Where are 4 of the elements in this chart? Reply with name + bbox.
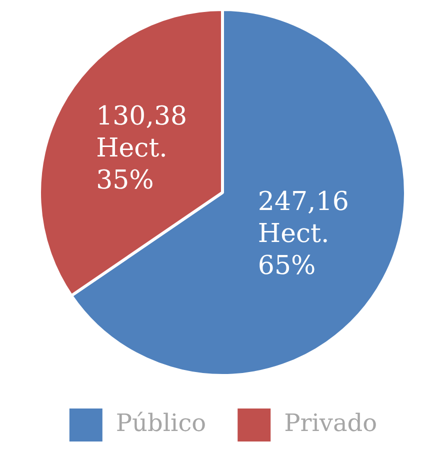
legend-label: Privado (284, 409, 378, 438)
legend-label: Público (116, 409, 206, 438)
data-label: 247,16 Hect. 65% (258, 186, 349, 281)
data-label: 130,38 Hect. 35% (96, 102, 188, 196)
